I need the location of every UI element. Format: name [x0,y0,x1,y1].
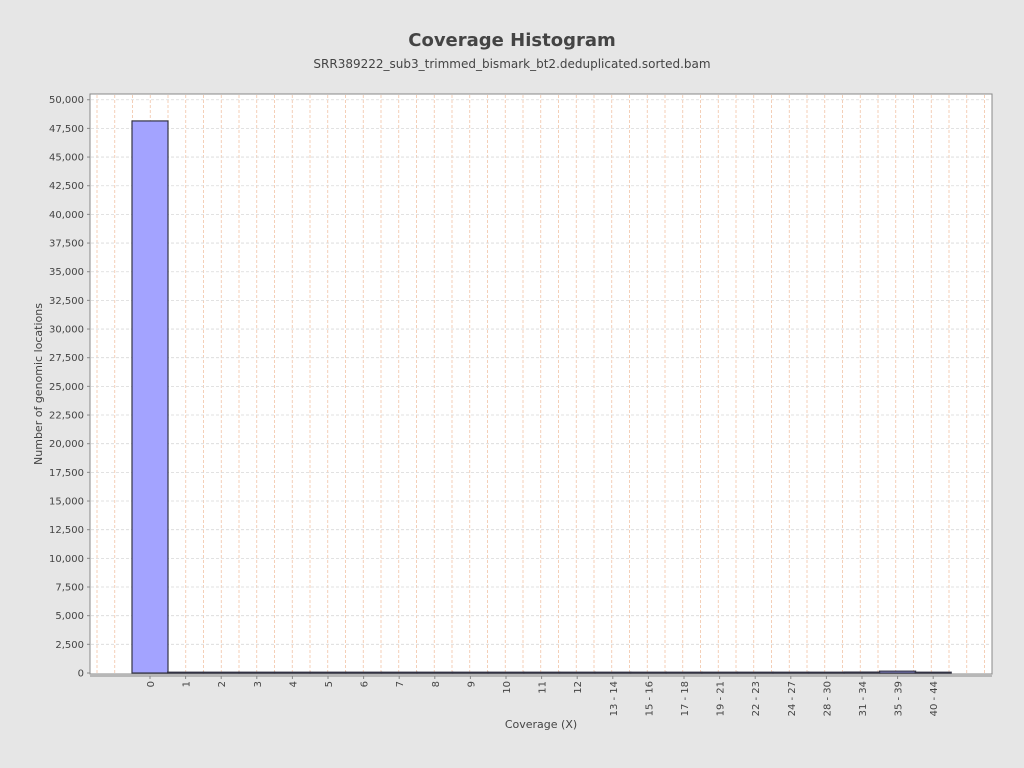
histogram-bar [238,671,276,674]
chart-title: Coverage Histogram [408,30,616,51]
y-tick-label: 35,000 [49,267,84,278]
x-tick-label: 8 [431,681,442,687]
y-tick-label: 47,500 [49,124,84,135]
x-tick-label: 24 - 27 [787,681,798,716]
histogram-bar [416,671,454,674]
x-tick-label: 31 - 34 [858,681,869,716]
histogram-bar [878,670,917,674]
y-tick-label: 22,500 [49,411,84,422]
histogram-bar [522,671,561,674]
y-tick-label: 17,500 [49,468,84,479]
x-tick-label: 5 [324,681,335,687]
y-tick-label: 5,000 [55,611,84,622]
x-tick-label: 0 [146,681,157,687]
y-tick-label: 10,000 [49,554,84,565]
x-tick-label: 22 - 23 [751,681,762,716]
histogram-bar [167,671,205,674]
histogram-bar [772,671,810,674]
x-tick-label: 12 [573,681,584,694]
histogram-bar [202,671,240,674]
histogram-bar [451,671,489,674]
y-tick-label: 25,000 [49,382,84,393]
y-tick-label: 37,500 [49,239,84,250]
y-tick-label: 12,500 [49,525,84,536]
histogram-bar [843,671,881,674]
histogram-bar [700,671,739,674]
y-tick-label: 40,000 [49,210,84,221]
x-tick-label: 2 [217,681,228,687]
histogram-bar [273,671,311,674]
y-tick-label: 15,000 [49,497,84,508]
histogram-bar [736,671,774,674]
x-tick-label: 1 [182,681,193,687]
histogram-bar [487,671,525,674]
x-tick-label: 6 [360,681,371,687]
x-axis-label: Coverage (X) [505,718,577,731]
histogram-bar [914,671,952,674]
y-tick-label: 50,000 [49,95,84,106]
histogram-bar [345,671,383,674]
x-tick-label: 4 [288,681,299,687]
histogram-bar [665,671,703,674]
y-tick-label: 0 [78,669,84,680]
x-tick-label: 10 [502,681,513,694]
histogram-bar [807,671,846,674]
x-tick-label: 7 [395,681,406,687]
chart-subtitle: SRR389222_sub3_trimmed_bismark_bt2.dedup… [313,57,711,71]
x-tick-label: 9 [466,681,477,687]
histogram-bar [594,671,632,674]
x-tick-label: 11 [538,681,549,694]
x-tick-label: 28 - 30 [822,681,833,716]
y-tick-label: 7,500 [55,583,84,594]
histogram-bar [558,671,596,674]
y-tick-label: 20,000 [49,439,84,450]
histogram-bar [629,671,668,674]
histogram-bar [380,671,418,674]
x-tick-label: 3 [253,681,264,687]
x-tick-label: 35 - 39 [894,681,905,716]
y-tick-label: 27,500 [49,353,84,364]
x-tick-label: 15 - 16 [644,681,655,716]
histogram-bar [309,671,347,674]
y-tick-label: 45,000 [49,153,84,164]
x-tick-label: 13 - 14 [609,681,620,716]
histogram-bar [131,120,169,674]
y-tick-label: 32,500 [49,296,84,307]
x-tick-label: 19 - 21 [716,681,727,716]
y-axis-label: Number of genomic locations [32,303,45,465]
y-tick-label: 2,500 [55,640,84,651]
x-tick-label: 40 - 44 [929,681,940,716]
x-tick-label: 17 - 18 [680,681,691,716]
y-tick-label: 30,000 [49,325,84,336]
y-tick-label: 42,500 [49,181,84,192]
